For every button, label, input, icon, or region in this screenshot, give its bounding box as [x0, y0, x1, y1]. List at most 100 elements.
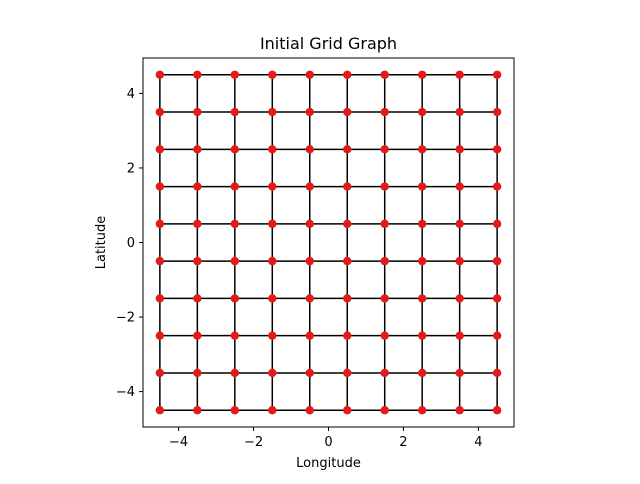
graph-node	[417, 107, 427, 117]
graph-node	[380, 219, 389, 229]
graph-node	[343, 294, 352, 303]
graph-node	[492, 331, 502, 340]
y-tick-label: 4	[127, 87, 135, 102]
graph-node	[417, 145, 427, 154]
x-ticks: −4 −2 0 2 4	[169, 427, 483, 450]
graph-node	[193, 406, 202, 415]
graph-node	[380, 182, 389, 191]
graph-node	[417, 182, 427, 191]
graph-node	[268, 406, 277, 415]
graph-node	[230, 70, 240, 79]
graph-node	[455, 145, 464, 154]
graph-node	[305, 256, 314, 266]
graph-node	[155, 368, 165, 378]
graph-node	[268, 256, 277, 266]
graph-node	[305, 182, 314, 191]
graph-node	[268, 368, 277, 378]
graph-node	[417, 331, 427, 340]
graph-node	[305, 145, 314, 154]
x-tick-label: −4	[169, 435, 188, 450]
graph-node	[155, 219, 165, 229]
graph-node	[417, 294, 427, 303]
graph-node	[380, 70, 389, 79]
graph-node	[343, 256, 352, 266]
graph-node	[230, 256, 240, 266]
graph-node	[193, 107, 202, 117]
graph-node	[155, 145, 165, 154]
y-tick-label: −4	[116, 385, 135, 400]
graph-node	[455, 294, 464, 303]
graph-node	[155, 331, 165, 340]
graph-node	[492, 70, 502, 79]
graph-node	[455, 70, 464, 79]
graph-node	[492, 256, 502, 266]
graph-node	[305, 406, 314, 415]
graph-node	[343, 331, 352, 340]
graph-node	[155, 70, 165, 79]
graph-node	[343, 368, 352, 378]
graph-node	[268, 182, 277, 191]
graph-node	[455, 182, 464, 191]
graph-node	[155, 256, 165, 266]
graph-node	[417, 70, 427, 79]
y-tick-label: −2	[116, 311, 135, 326]
graph-node	[305, 70, 314, 79]
graph-node	[455, 256, 464, 266]
graph-node	[492, 368, 502, 378]
x-tick-label: 2	[399, 435, 407, 450]
graph-node	[155, 294, 165, 303]
graph-node	[380, 107, 389, 117]
x-tick-label: −2	[244, 435, 263, 450]
graph-node	[268, 294, 277, 303]
graph-node	[155, 406, 165, 415]
graph-node	[343, 406, 352, 415]
graph-node	[455, 107, 464, 117]
graph-node	[193, 256, 202, 266]
graph-node	[343, 219, 352, 229]
graph-node	[193, 182, 202, 191]
graph-node	[343, 182, 352, 191]
graph-node	[155, 107, 165, 117]
graph-node	[230, 182, 240, 191]
graph-node	[380, 145, 389, 154]
graph-node	[193, 294, 202, 303]
graph-node	[417, 219, 427, 229]
graph-node	[492, 406, 502, 415]
graph-node	[193, 219, 202, 229]
graph-node	[380, 368, 389, 378]
graph-node	[380, 294, 389, 303]
graph-node	[305, 294, 314, 303]
graph-node	[230, 219, 240, 229]
graph-node	[268, 107, 277, 117]
graph-node	[230, 107, 240, 117]
graph-node	[268, 70, 277, 79]
graph-node	[230, 406, 240, 415]
graph-node	[268, 145, 277, 154]
graph-node	[492, 145, 502, 154]
graph-node	[305, 107, 314, 117]
graph-node	[305, 331, 314, 340]
graph-node	[230, 331, 240, 340]
graph-node	[305, 219, 314, 229]
graph-node	[492, 219, 502, 229]
graph-node	[193, 331, 202, 340]
graph-node	[230, 368, 240, 378]
graph-node	[193, 145, 202, 154]
graph-node	[343, 145, 352, 154]
graph-node	[455, 406, 464, 415]
graph-node	[193, 70, 202, 79]
graph-node	[492, 107, 502, 117]
graph-node	[343, 107, 352, 117]
edges-layer	[159, 74, 498, 411]
graph-node	[380, 331, 389, 340]
x-axis-label: Longitude	[296, 456, 361, 471]
graph-node	[155, 182, 165, 191]
graph-node	[455, 368, 464, 378]
graph-node	[455, 219, 464, 229]
y-tick-label: 0	[127, 236, 135, 251]
chart-title: Initial Grid Graph	[260, 34, 397, 53]
graph-node	[380, 406, 389, 415]
x-tick-label: 4	[474, 435, 482, 450]
